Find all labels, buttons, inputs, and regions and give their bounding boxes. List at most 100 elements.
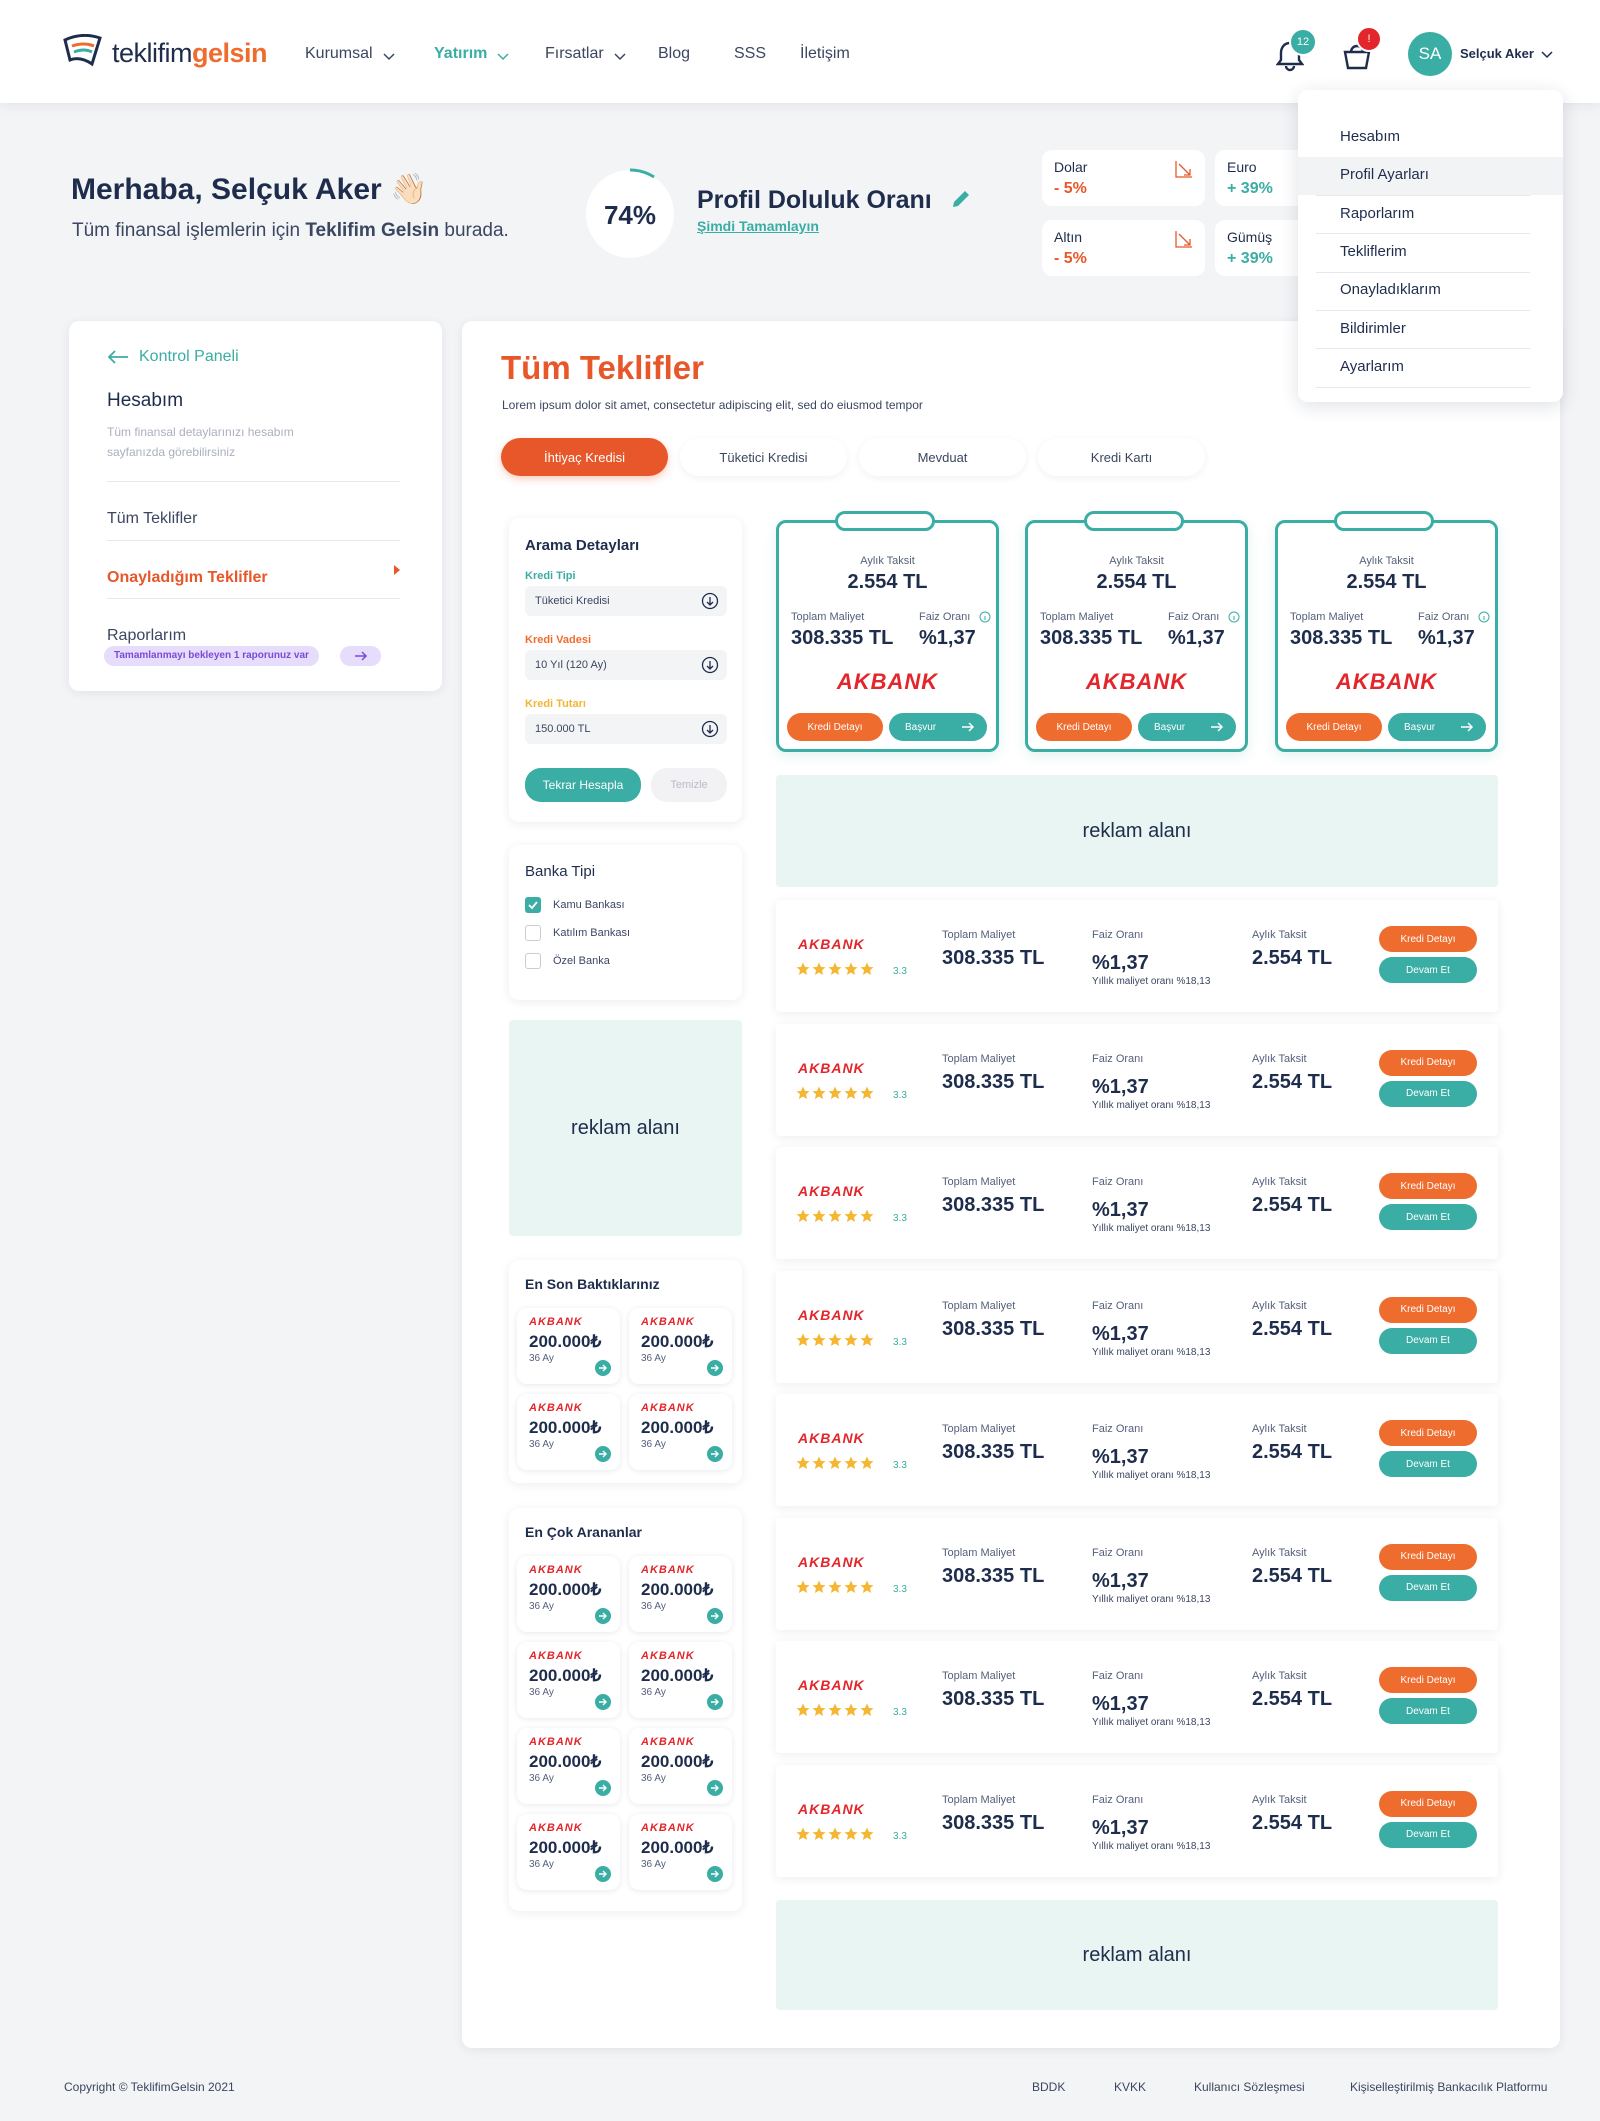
apply-button[interactable]: Başvur <box>1388 713 1486 741</box>
continue-button[interactable]: Devam Et <box>1379 1451 1477 1477</box>
continue-button[interactable]: Devam Et <box>1379 1574 1477 1601</box>
installment-label: Aylık Taksit <box>1252 929 1307 941</box>
installment-label: Aylık Taksit <box>1252 1299 1307 1312</box>
checkbox[interactable] <box>525 925 541 941</box>
chevron <box>614 53 626 61</box>
menu-item[interactable]: Raporlarım <box>1340 204 1415 222</box>
star-part <box>812 1703 826 1716</box>
nav-item[interactable]: Kurumsal <box>305 45 373 62</box>
mini-offer[interactable]: AKBANK 200.000₺ 36 Ay <box>629 1814 732 1890</box>
mini-go-part <box>599 1870 607 1878</box>
nav-item[interactable]: İletişim <box>800 45 850 62</box>
mini-offer[interactable]: AKBANK 200.000₺ 36 Ay <box>517 1642 620 1718</box>
user-name[interactable]: Selçuk Aker <box>1460 46 1534 61</box>
select-icon-part <box>706 725 714 734</box>
mini-offer[interactable]: AKBANK 200.000₺ 36 Ay <box>629 1308 732 1384</box>
installment-label: Aylık Taksit <box>1252 1793 1307 1806</box>
mini-offer[interactable]: AKBANK 200.000₺ 36 Ay <box>517 1394 620 1470</box>
checkbox[interactable] <box>525 953 541 969</box>
star <box>860 1580 874 1593</box>
sidebar-menu-item[interactable]: Onayladığım Teklifler <box>107 569 268 586</box>
continue-button[interactable]: Devam Et <box>1379 1821 1477 1848</box>
arrow-icon-part <box>355 651 368 661</box>
detail-button[interactable]: Kredi Detayı <box>1379 926 1477 952</box>
checkbox[interactable] <box>525 897 541 913</box>
tab[interactable]: Tüketici Kredisi <box>680 438 847 476</box>
back-link[interactable]: Kontrol Paneli <box>139 348 239 365</box>
sidebar-description: Tüm finansal detaylarınızı hesabım sayfa… <box>107 425 294 459</box>
menu-item[interactable]: Onayladıklarım <box>1340 281 1441 299</box>
menu-item[interactable]: Tekliflerim <box>1340 242 1407 260</box>
mini-offer[interactable]: AKBANK 200.000₺ 36 Ay <box>629 1394 732 1470</box>
mini-bank: AKBANK <box>529 1316 583 1328</box>
profile-link[interactable]: Şimdi Tamamlayın <box>697 218 819 234</box>
cost: 308.335 TL <box>942 1194 1045 1216</box>
sidebar-menu-item[interactable]: Tüm Teklifler <box>107 510 198 527</box>
detail-button[interactable]: Kredi Detayı <box>1379 1296 1477 1323</box>
tab[interactable]: Kredi Kartı <box>1038 438 1205 476</box>
continue-button[interactable]: Devam Et <box>1379 1204 1477 1230</box>
footer-link[interactable]: Kişiselleştirilmiş Bankacılık Platformu <box>1350 2080 1548 2094</box>
nav-item[interactable]: Yatırım <box>434 45 488 62</box>
avatar[interactable]: SA <box>1408 32 1452 76</box>
star-part <box>796 1580 810 1593</box>
star-part <box>828 962 842 975</box>
rate-change: - 5% <box>1054 250 1087 267</box>
detail-button[interactable]: Kredi Detayı <box>1379 1543 1477 1570</box>
offer-row: AKBANK 3.3 Toplam Maliyet 308.335 TL Faiz Or… <box>776 1394 1498 1506</box>
mini-offer[interactable]: AKBANK 200.000₺ 36 Ay <box>629 1728 732 1804</box>
report-arrow[interactable] <box>340 646 381 666</box>
field-input[interactable]: Tüketici Kredisi <box>525 586 727 616</box>
detail-button[interactable]: Kredi Detayı <box>787 713 883 741</box>
mini-bank: AKBANK <box>529 1564 583 1576</box>
detail-button[interactable]: Kredi Detayı <box>1286 713 1382 741</box>
recalc-button[interactable]: Tekrar Hesapla <box>525 768 641 802</box>
menu-item[interactable]: Bildirimler <box>1340 319 1406 337</box>
mini-offer[interactable]: AKBANK 200.000₺ 36 Ay <box>629 1642 732 1718</box>
mini-offer[interactable]: AKBANK 200.000₺ 36 Ay <box>629 1556 732 1632</box>
detail-button[interactable]: Kredi Detayı <box>1036 713 1132 741</box>
clear-button[interactable]: Temizle <box>651 768 727 802</box>
mini-offer[interactable]: AKBANK 200.000₺ 36 Ay <box>517 1814 620 1890</box>
star-part <box>812 1827 826 1840</box>
annual-rate: Yıllık maliyet oranı %18,13 <box>1092 976 1211 987</box>
mini-amount: 200.000₺ <box>529 1332 602 1351</box>
bank-logo: AKBANK <box>798 1553 865 1570</box>
continue-button[interactable]: Devam Et <box>1379 1698 1477 1724</box>
detail-button[interactable]: Kredi Detayı <box>1379 1049 1477 1076</box>
menu-item[interactable]: Hesabım <box>1340 128 1401 145</box>
recent-card: En Son Baktıklarınız AKBANK 200.000₺ 36 Ay A… <box>509 1260 742 1483</box>
footer-link[interactable]: BDDK <box>1032 2080 1066 2094</box>
continue-button[interactable]: Devam Et <box>1379 957 1477 983</box>
detail-button[interactable]: Kredi Detayı <box>1379 1667 1477 1693</box>
sidebar-menu-item[interactable]: Raporlarım <box>107 627 187 644</box>
logo[interactable]: teklifimgelsin <box>112 38 268 69</box>
menu-item[interactable]: Ayarlarım <box>1340 357 1404 375</box>
continue-button[interactable]: Devam Et <box>1379 1080 1477 1107</box>
mini-offer[interactable]: AKBANK 200.000₺ 36 Ay <box>517 1308 620 1384</box>
tab[interactable]: Mevduat <box>859 438 1026 476</box>
rate-label: Faiz Oranı <box>1092 1299 1144 1312</box>
detail-button[interactable]: Kredi Detayı <box>1379 1173 1477 1199</box>
chevron-part <box>614 53 626 61</box>
nav-item[interactable]: SSS <box>734 45 767 62</box>
greeting-title: Merhaba, Selçuk Aker 👋🏻 <box>71 173 428 206</box>
nav-item[interactable]: Fırsatlar <box>545 45 604 62</box>
star-part <box>860 1456 874 1469</box>
menu-item[interactable]: Profil Ayarları <box>1340 166 1429 184</box>
tab[interactable]: İhtiyaç Kredisi <box>501 438 668 476</box>
field-input[interactable]: 150.000 TL <box>525 714 727 744</box>
apply-button[interactable]: Başvur <box>1138 713 1236 741</box>
mini-offer[interactable]: AKBANK 200.000₺ 36 Ay <box>517 1728 620 1804</box>
mini-offer[interactable]: AKBANK 200.000₺ 36 Ay <box>517 1556 620 1632</box>
continue-button[interactable]: Devam Et <box>1379 1327 1477 1354</box>
star-part <box>828 1086 842 1099</box>
detail-button[interactable]: Kredi Detayı <box>1379 1790 1477 1817</box>
info-icon-part <box>1228 611 1240 623</box>
footer-link[interactable]: KVKK <box>1114 2080 1147 2094</box>
footer-link[interactable]: Kullanıcı Sözleşmesi <box>1194 2080 1305 2094</box>
field-input[interactable]: 10 Yıl (120 Ay) <box>525 650 727 680</box>
nav-item[interactable]: Blog <box>658 45 691 62</box>
detail-button[interactable]: Kredi Detayı <box>1379 1420 1477 1446</box>
apply-button[interactable]: Başvur <box>889 713 987 741</box>
